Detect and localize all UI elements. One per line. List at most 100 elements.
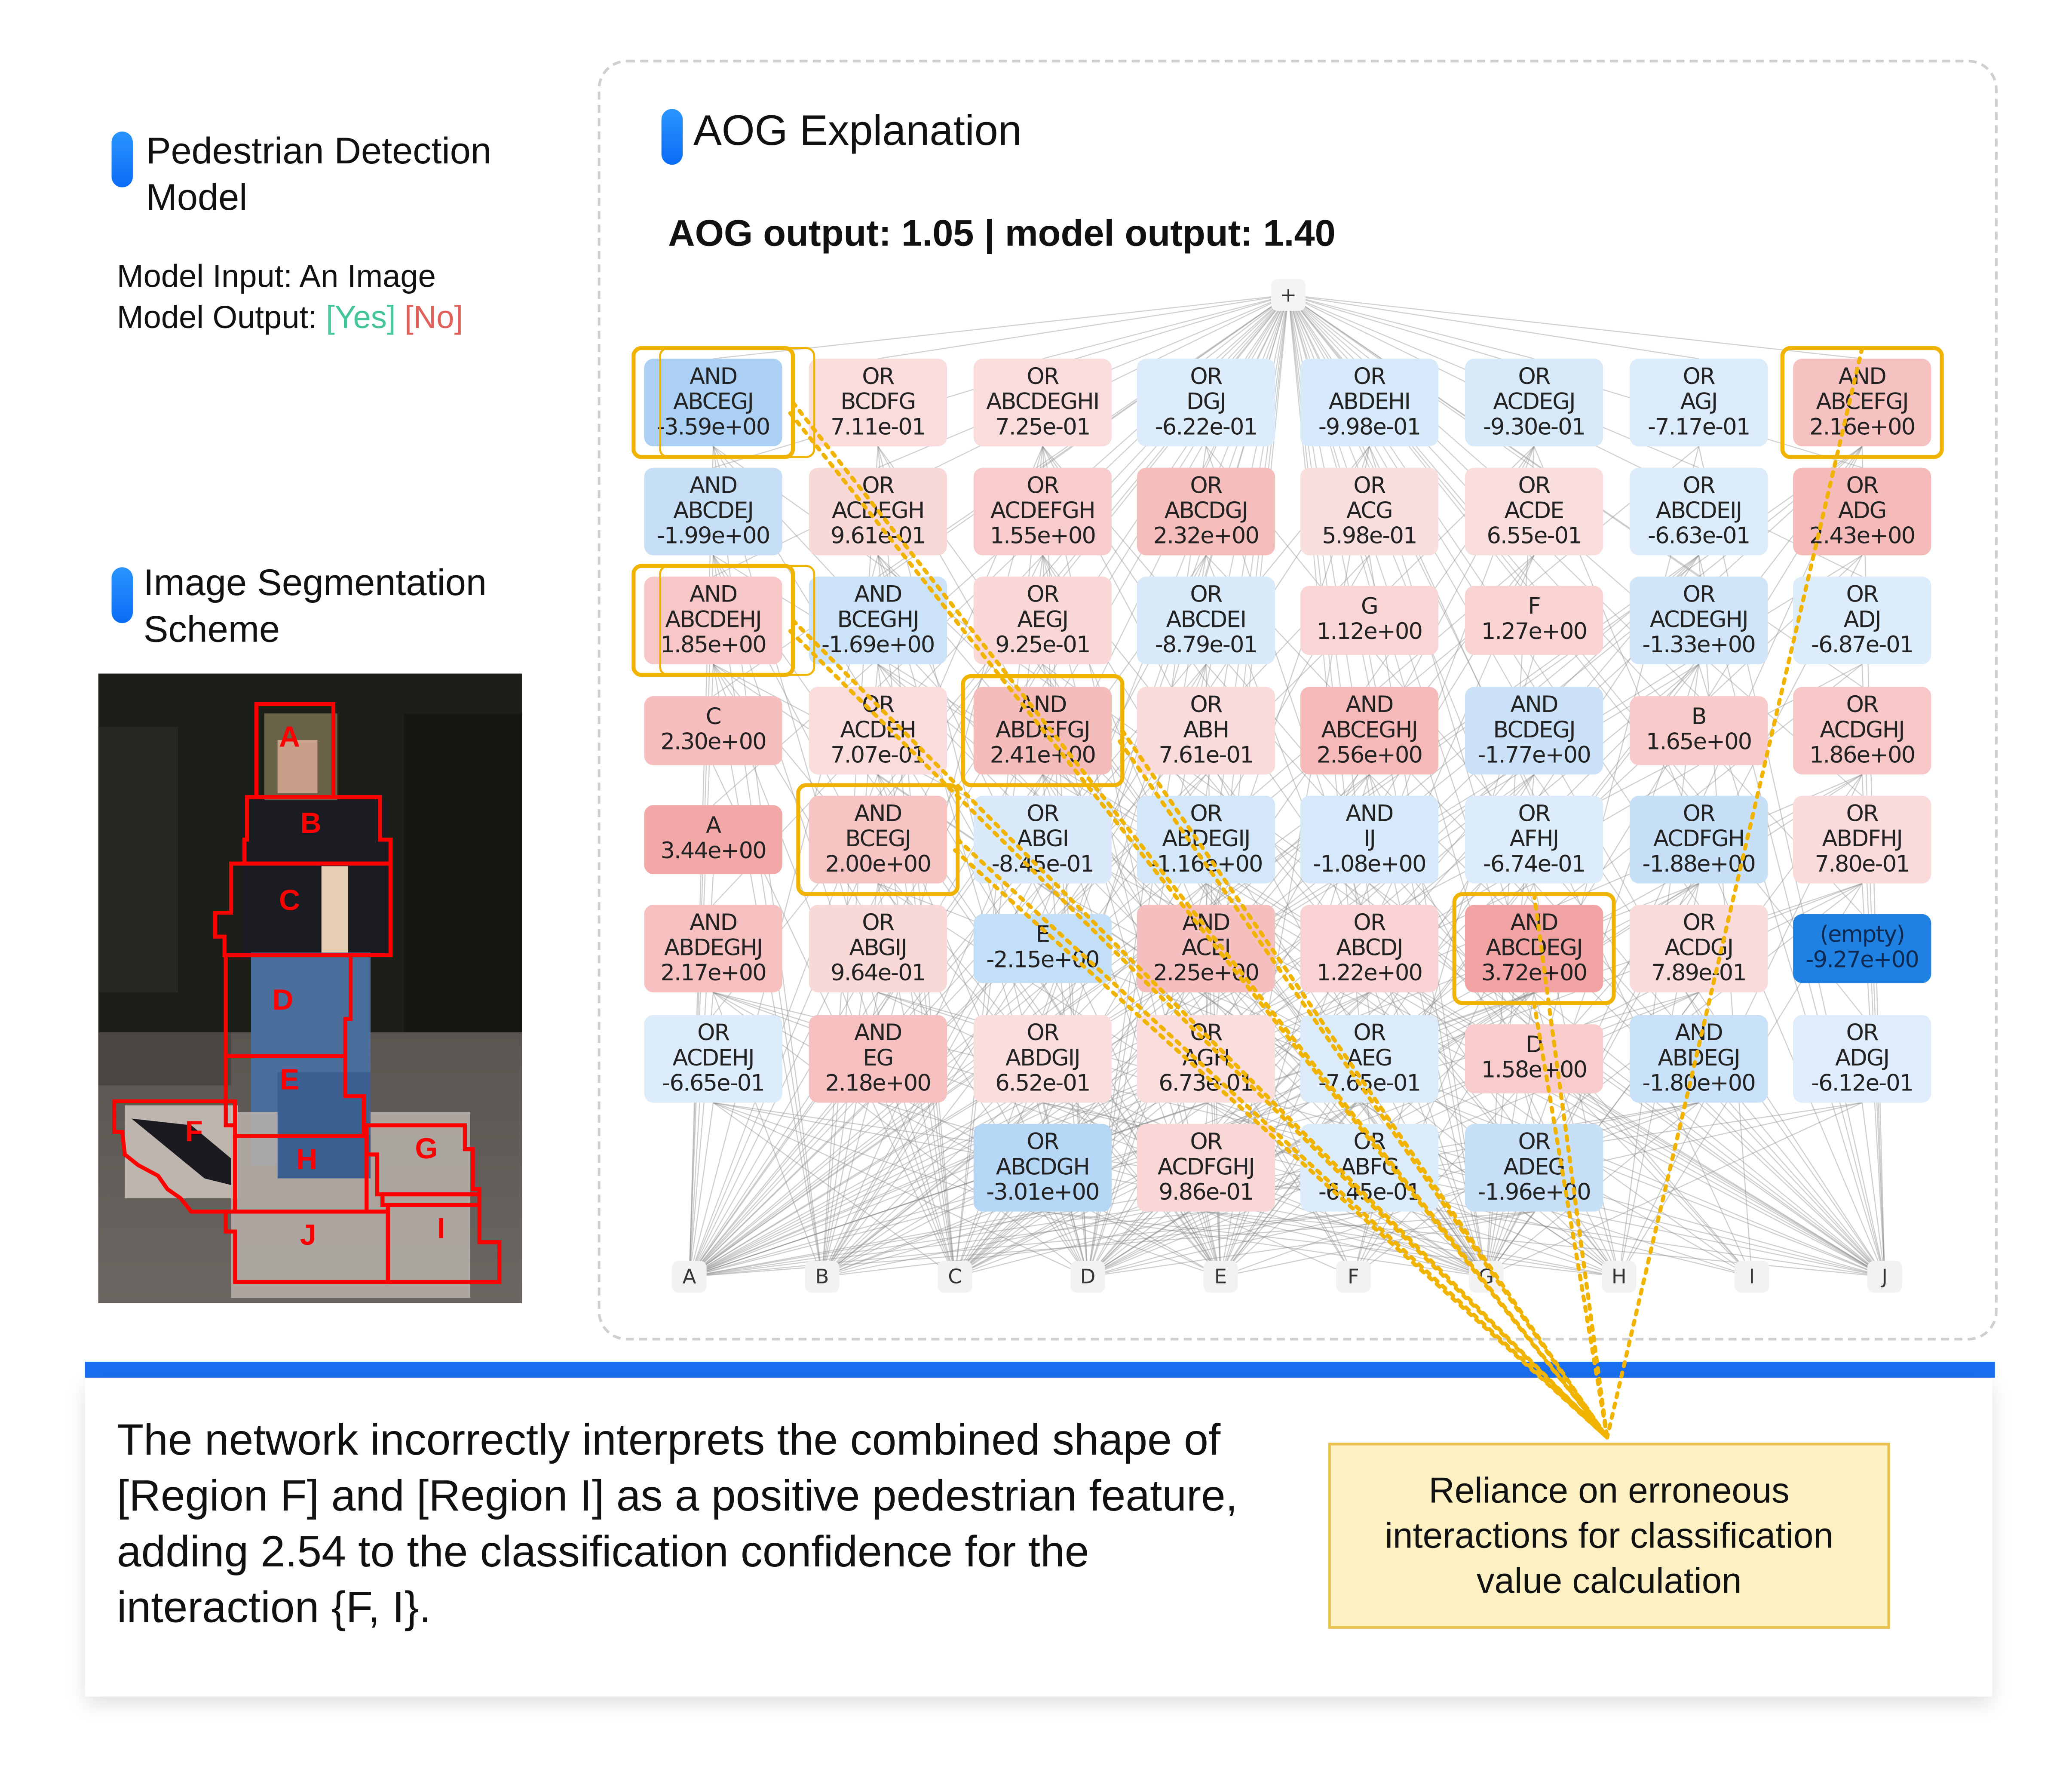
leaf-node-I[interactable]: I: [1735, 1261, 1769, 1293]
aog-node[interactable]: AND IJ -1.08e+00: [1300, 795, 1439, 884]
aog-node[interactable]: OR ACDFGH -1.88e+00: [1630, 795, 1768, 884]
node-value: 7.61e-01: [1159, 742, 1254, 769]
leaf-node-G[interactable]: G: [1469, 1261, 1504, 1293]
aog-node[interactable]: OR ABDGIJ 6.52e-01: [973, 1015, 1112, 1103]
node-value: -6.63e-01: [1648, 522, 1750, 550]
aog-node[interactable]: AND ABCEGHJ 2.56e+00: [1300, 687, 1439, 775]
leaf-node-F[interactable]: F: [1336, 1261, 1371, 1293]
region-label-H: H: [296, 1143, 317, 1176]
aog-node[interactable]: AND EG 2.18e+00: [809, 1015, 947, 1103]
node-value: -9.98e-01: [1318, 414, 1421, 441]
aog-node[interactable]: OR ACDEH 7.07e-01: [809, 687, 947, 775]
segmentation-title: Image Segmentation Scheme: [144, 559, 487, 652]
node-type: AND: [854, 800, 902, 827]
aog-node[interactable]: OR ABCDEI -8.79e-01: [1137, 576, 1275, 664]
aog-node[interactable]: OR ABDFHJ 7.80e-01: [1793, 795, 1931, 884]
aog-title: AOG Explanation: [693, 106, 1022, 154]
aog-node[interactable]: OR DGJ -6.22e-01: [1137, 359, 1275, 447]
node-value: 1.12e+00: [1316, 619, 1423, 646]
node-type: AND: [690, 472, 738, 499]
aog-node[interactable]: AND ABCDEGJ 3.72e+00: [1465, 905, 1603, 993]
leaf-edge: [689, 1102, 714, 1277]
aog-node[interactable]: AND ABCDEHJ 1.85e+00: [644, 576, 782, 664]
leaf-node-D[interactable]: D: [1070, 1261, 1105, 1293]
aog-node[interactable]: OR ADJ -6.87e-01: [1793, 576, 1931, 664]
aog-node[interactable]: OR ADG 2.43e+00: [1793, 467, 1931, 556]
aog-node[interactable]: OR ADEG -1.96e+00: [1465, 1124, 1603, 1212]
aog-node[interactable]: OR ABFG -6.45e-01: [1300, 1124, 1439, 1212]
leaf-node-E[interactable]: E: [1203, 1261, 1238, 1293]
aog-node[interactable]: AND ABDEGJ -1.80e+00: [1630, 1015, 1768, 1103]
aog-node[interactable]: B 1.65e+00: [1630, 696, 1768, 765]
node-value: 3.44e+00: [660, 838, 766, 865]
node-value: -6.74e-01: [1483, 851, 1586, 878]
node-set: ABDEHI: [1328, 388, 1411, 415]
aog-node[interactable]: OR BCDFG 7.11e-01: [809, 359, 947, 447]
aog-node[interactable]: OR AFHJ -6.74e-01: [1465, 795, 1603, 884]
aog-node[interactable]: AND ABCEFGJ 2.16e+00: [1793, 359, 1931, 447]
aog-node[interactable]: OR AGH 6.73e-01: [1137, 1015, 1275, 1103]
aog-node[interactable]: OR AEG -7.65e-01: [1300, 1015, 1439, 1103]
aog-node[interactable]: F 1.27e+00: [1465, 586, 1603, 655]
node-set: (empty): [1820, 922, 1905, 949]
aog-node[interactable]: OR ACDGHJ 1.86e+00: [1793, 687, 1931, 775]
aog-node[interactable]: D 1.58e+00: [1465, 1024, 1603, 1093]
aog-node[interactable]: OR ACDFGHJ 9.86e-01: [1137, 1124, 1275, 1212]
aog-node[interactable]: OR ABCDGJ 2.32e+00: [1137, 467, 1275, 556]
node-value: 2.32e+00: [1153, 522, 1260, 550]
aog-node[interactable]: OR ADGJ -6.12e-01: [1793, 1015, 1931, 1103]
leaf-node-C[interactable]: C: [938, 1261, 972, 1293]
aog-node[interactable]: G 1.12e+00: [1300, 586, 1439, 655]
aog-node[interactable]: A 3.44e+00: [644, 805, 782, 875]
aog-node[interactable]: AND BCEGJ 2.00e+00: [809, 795, 947, 884]
node-value: 7.80e-01: [1815, 851, 1910, 878]
node-type: AND: [1510, 909, 1559, 936]
aog-node[interactable]: OR ACDEGHJ -1.33e+00: [1630, 576, 1768, 664]
aog-node[interactable]: OR ABH 7.61e-01: [1137, 687, 1275, 775]
aog-node[interactable]: OR ABDEGIJ -1.16e+00: [1137, 795, 1275, 884]
node-type: OR: [1353, 472, 1386, 499]
root-node[interactable]: +: [1271, 279, 1306, 311]
node-set: ACDFGH: [1653, 826, 1745, 853]
aog-node[interactable]: (empty) -9.27e+00: [1793, 914, 1931, 983]
aog-node[interactable]: OR AGJ -7.17e-01: [1630, 359, 1768, 447]
aog-node[interactable]: AND BCDEGJ -1.77e+00: [1465, 687, 1603, 775]
aog-node[interactable]: OR ABCDEGHI 7.25e-01: [973, 359, 1112, 447]
node-value: -6.22e-01: [1155, 414, 1258, 441]
aog-node[interactable]: AND ACEJ 2.25e+00: [1137, 905, 1275, 993]
node-value: 3.72e+00: [1481, 960, 1588, 987]
leaf-node-A[interactable]: A: [672, 1261, 707, 1293]
aog-node[interactable]: OR ABCDJ 1.22e+00: [1300, 905, 1439, 993]
aog-node[interactable]: AND ABDEFGJ 2.41e+00: [973, 687, 1112, 775]
aog-node[interactable]: OR ACDEGJ -9.30e-01: [1465, 359, 1603, 447]
aog-node[interactable]: C 2.30e+00: [644, 696, 782, 765]
aog-node[interactable]: OR ABDEHI -9.98e-01: [1300, 359, 1439, 447]
aog-node[interactable]: OR ABGIJ 9.64e-01: [809, 905, 947, 993]
aog-node[interactable]: AND ABDEGHJ 2.17e+00: [644, 905, 782, 993]
region-label-E: E: [280, 1063, 299, 1096]
leaf-node-B[interactable]: B: [805, 1261, 840, 1293]
aog-node[interactable]: AND BCEGHJ -1.69e+00: [809, 576, 947, 664]
aog-node[interactable]: OR ACDE 6.55e-01: [1465, 467, 1603, 556]
aog-node[interactable]: E -2.15e+00: [973, 914, 1112, 983]
aog-node[interactable]: OR ACDEHJ -6.65e-01: [644, 1015, 782, 1103]
node-type: OR: [1027, 472, 1059, 499]
node-set: EG: [863, 1045, 894, 1072]
aog-node[interactable]: OR ACDEFGH 1.55e+00: [973, 467, 1112, 556]
aog-node[interactable]: OR ACG 5.98e-01: [1300, 467, 1439, 556]
region-label-G: G: [415, 1132, 438, 1165]
aog-node[interactable]: AND ABCDEJ -1.99e+00: [644, 467, 782, 556]
leaf-node-H[interactable]: H: [1602, 1261, 1637, 1293]
aog-node[interactable]: OR ACDEGH 9.61e-01: [809, 467, 947, 556]
aog-node[interactable]: OR ACDGJ 7.89e-01: [1630, 905, 1768, 993]
aog-node[interactable]: OR ABCDEIJ -6.63e-01: [1630, 467, 1768, 556]
node-value: 2.16e+00: [1809, 414, 1916, 441]
node-set: ABCDGH: [996, 1154, 1090, 1181]
aog-node[interactable]: OR ABGI -8.45e-01: [973, 795, 1112, 884]
node-set: ABGI: [1017, 826, 1070, 853]
aog-node[interactable]: AND ABCEGJ -3.59e+00: [644, 359, 782, 447]
aog-node[interactable]: OR AEGJ 9.25e-01: [973, 576, 1112, 664]
aog-node[interactable]: OR ABCDGH -3.01e+00: [973, 1124, 1112, 1212]
node-type: OR: [1683, 363, 1716, 390]
leaf-node-J[interactable]: J: [1867, 1261, 1902, 1293]
